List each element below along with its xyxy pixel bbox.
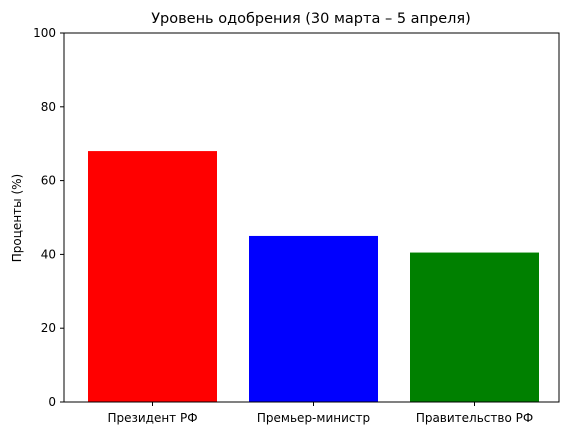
y-tick-label: 20 xyxy=(41,321,56,335)
y-axis-label: Проценты (%) xyxy=(10,174,24,262)
x-tick-label: Президент РФ xyxy=(107,411,197,425)
y-tick-label: 40 xyxy=(41,247,56,261)
bar-2 xyxy=(249,235,378,402)
x-tick-label: Премьер-министр xyxy=(257,411,370,425)
x-tick-label: Правительство РФ xyxy=(416,411,533,425)
y-tick-label: 100 xyxy=(33,26,56,40)
y-tick-label: 80 xyxy=(41,100,56,114)
y-axis-ticks: 0 20 40 60 80 100 xyxy=(33,26,64,409)
bar-1 xyxy=(88,151,217,402)
y-tick-label: 60 xyxy=(41,174,56,188)
x-axis-ticks: Президент РФ Премьер-министр Правительство… xyxy=(107,402,533,425)
bar-3 xyxy=(410,252,539,402)
chart-title: Уровень одобрения (30 марта – 5 апреля) xyxy=(151,11,471,27)
plot-frame xyxy=(63,32,560,403)
y-tick-label: 0 xyxy=(48,395,56,409)
bars-group xyxy=(88,151,539,402)
